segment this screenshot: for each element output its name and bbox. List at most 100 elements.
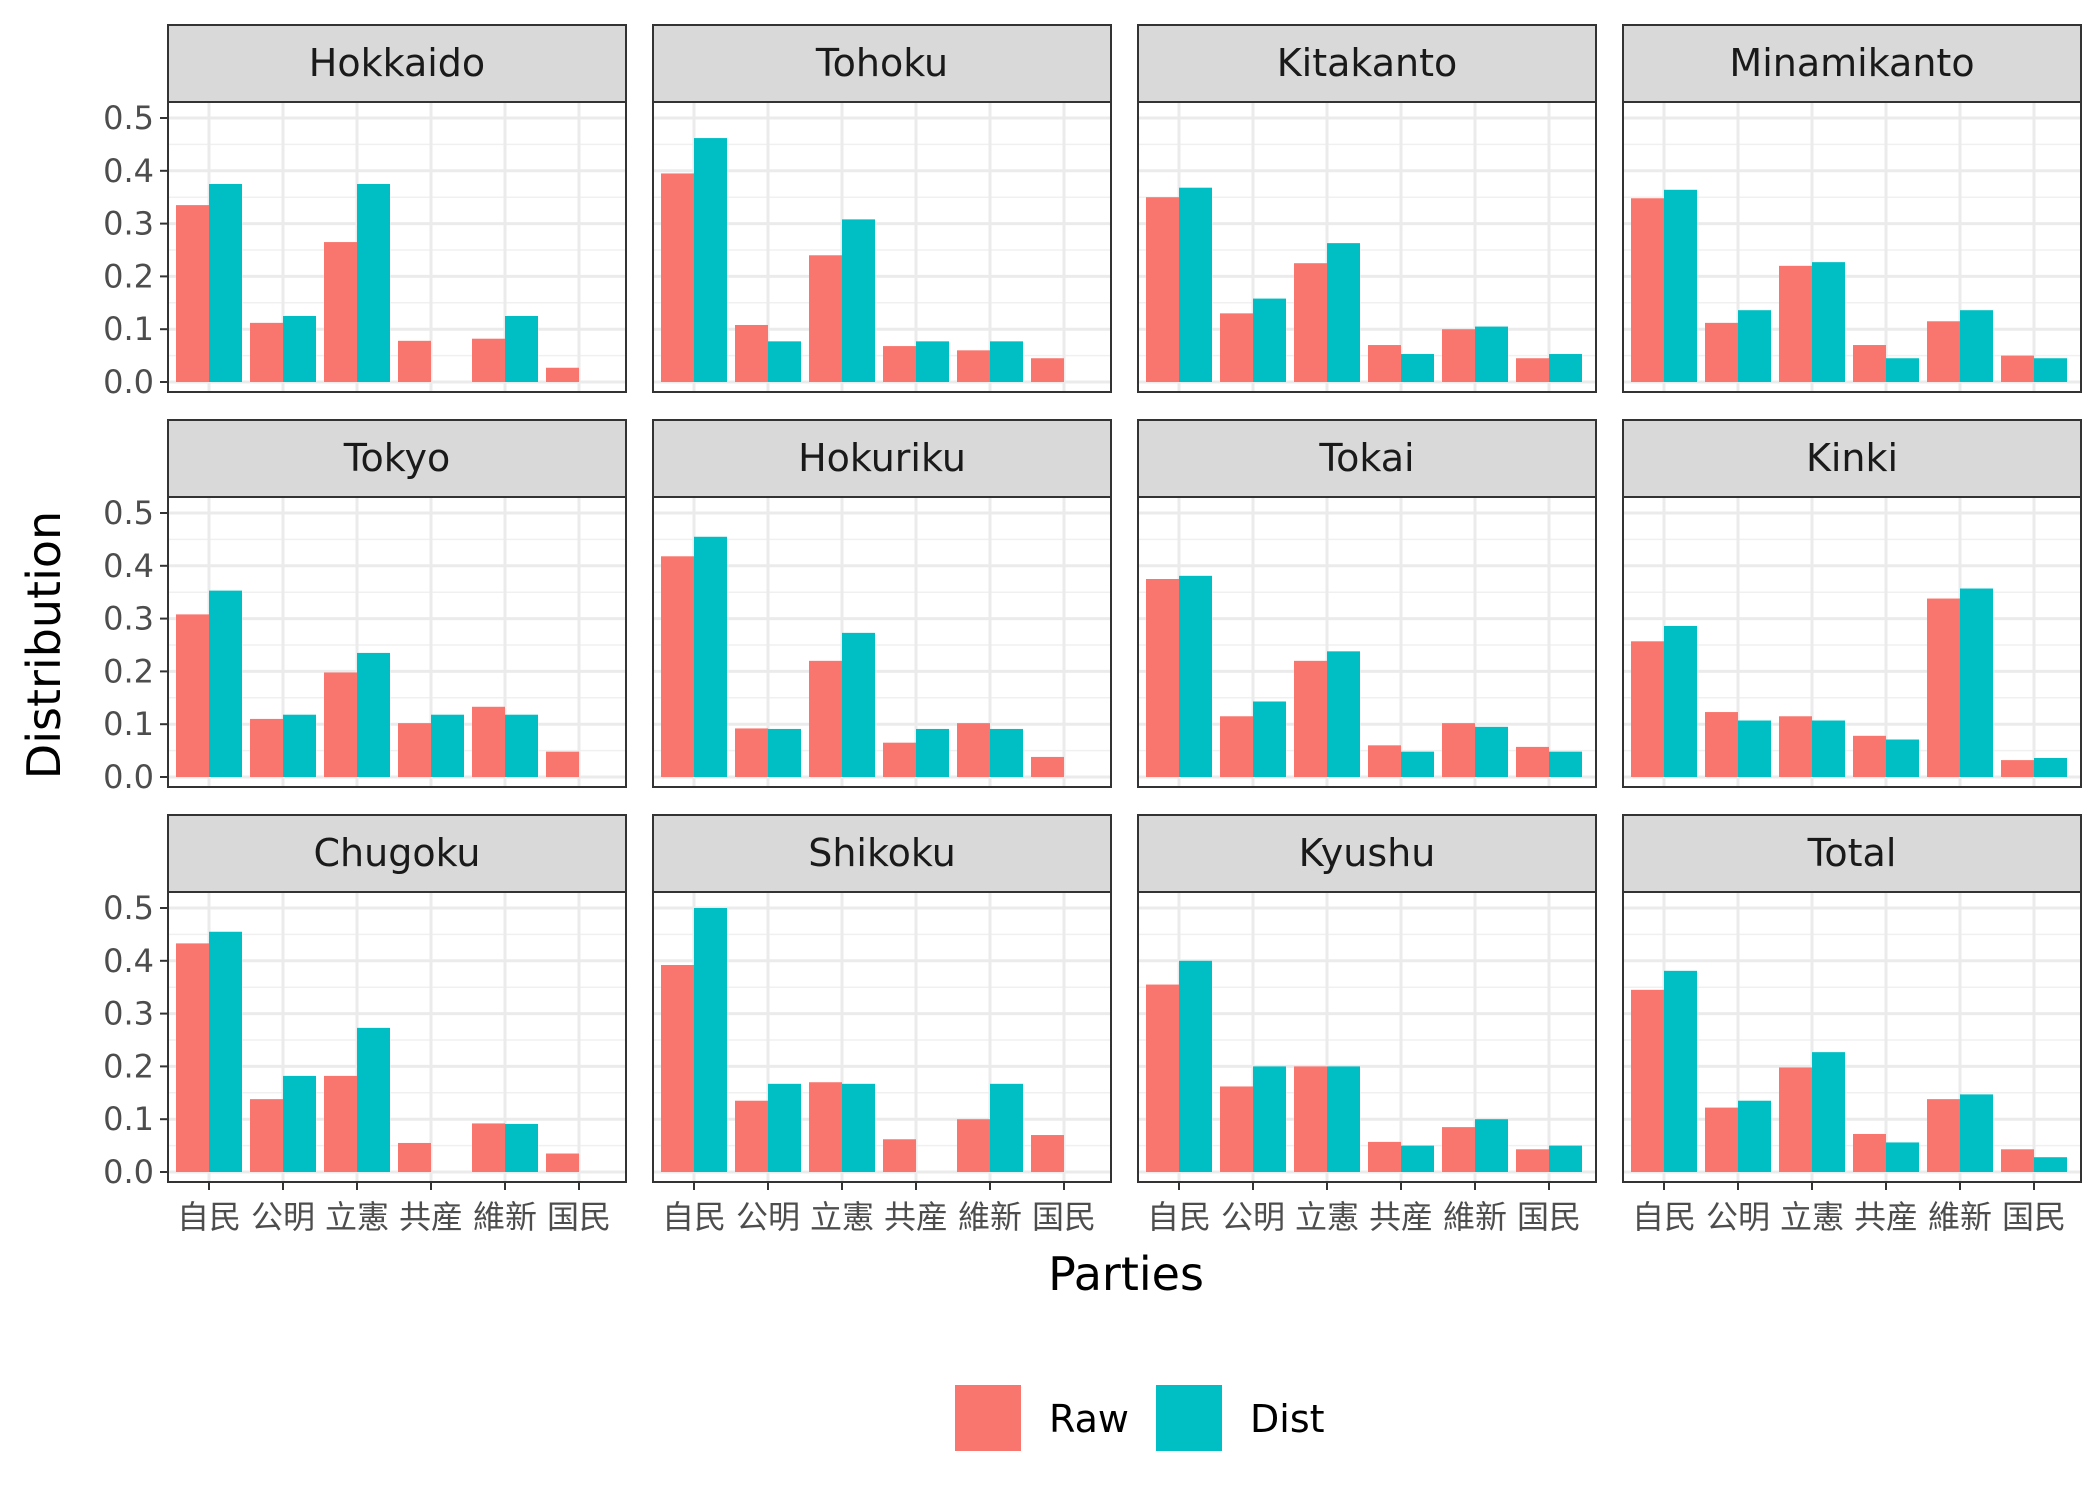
panel-border	[1622, 891, 2082, 1183]
bar-raw-維新	[1927, 598, 1960, 777]
bar-dist-立憲	[357, 184, 390, 382]
panel-strip	[1622, 419, 2082, 498]
x-tick-label: 共産	[1369, 1198, 1433, 1236]
panel-border	[652, 101, 1112, 393]
bar-dist-公明	[1253, 298, 1286, 382]
bar-dist-共産	[1401, 1145, 1434, 1172]
bar-dist-国民	[2034, 757, 2067, 777]
x-tick-label: 立憲	[1780, 1198, 1844, 1236]
bar-dist-公明	[283, 316, 316, 382]
legend-key-dist	[1156, 1385, 1222, 1451]
bar-raw-共産	[398, 340, 431, 382]
bar-dist-共産	[916, 728, 949, 777]
bar-raw-維新	[1442, 723, 1475, 777]
bar-raw-自民	[661, 556, 694, 777]
bar-dist-維新	[1475, 326, 1508, 382]
bar-raw-立憲	[1294, 263, 1327, 382]
bar-raw-立憲	[1294, 660, 1327, 777]
y-tick-label: 0.2	[103, 257, 154, 295]
panel-kinki: Kinki	[1622, 419, 2082, 788]
panel-tohoku: Tohoku	[652, 24, 1112, 393]
bar-raw-維新	[1442, 1127, 1475, 1172]
bar-raw-国民	[2001, 1149, 2034, 1172]
bar-raw-自民	[1146, 579, 1179, 777]
y-tick-label: 0.5	[103, 99, 154, 137]
bar-dist-自民	[1664, 189, 1697, 382]
x-tick-label: 共産	[1854, 1198, 1918, 1236]
plot-area	[1138, 102, 1596, 392]
bar-dist-公明	[768, 1083, 801, 1172]
panel-border	[1137, 101, 1597, 393]
plot-area	[168, 102, 626, 392]
bar-raw-公明	[1705, 712, 1738, 777]
panel-border	[1137, 496, 1597, 788]
panel-border	[1622, 496, 2082, 788]
bar-raw-立憲	[809, 660, 842, 777]
plot-area	[1623, 892, 2081, 1182]
panel-minamikanto: Minamikanto	[1622, 24, 2082, 393]
bar-dist-公明	[283, 1075, 316, 1172]
bar-raw-維新	[472, 1123, 505, 1172]
plot-area	[653, 102, 1111, 392]
y-tick-label: 0.2	[103, 652, 154, 690]
bar-raw-共産	[1853, 345, 1886, 382]
y-tick-label: 0.3	[103, 205, 154, 243]
bar-dist-公明	[1253, 1066, 1286, 1172]
bar-raw-自民	[176, 943, 209, 1172]
y-tick-label: 0.3	[103, 995, 154, 1033]
bar-raw-国民	[546, 367, 579, 382]
bar-raw-立憲	[1779, 716, 1812, 777]
panel-tokai: Tokai	[1137, 419, 1597, 788]
bar-dist-国民	[1549, 751, 1582, 777]
x-tick-label: 国民	[547, 1198, 611, 1236]
bar-dist-維新	[990, 728, 1023, 777]
panel-title: Tokai	[1318, 436, 1414, 480]
bar-dist-維新	[1960, 310, 1993, 382]
panel-border	[652, 891, 1112, 1183]
legend: Raw Dist	[955, 1385, 1325, 1451]
x-tick-label: 立憲	[325, 1198, 389, 1236]
bar-dist-立憲	[842, 1083, 875, 1172]
x-tick-label: 国民	[2002, 1198, 2066, 1236]
bar-raw-公明	[735, 1100, 768, 1172]
y-tick-label: 0.0	[103, 758, 154, 796]
bar-raw-立憲	[324, 672, 357, 777]
bar-raw-共産	[1853, 735, 1886, 777]
bar-dist-維新	[1475, 1119, 1508, 1172]
bar-dist-維新	[505, 1123, 538, 1172]
bar-raw-立憲	[1779, 1067, 1812, 1172]
bar-raw-維新	[1442, 329, 1475, 382]
x-tick-label: 維新	[958, 1198, 1022, 1236]
bar-dist-立憲	[1327, 243, 1360, 382]
panel-strip	[167, 419, 627, 498]
bar-dist-自民	[1664, 625, 1697, 777]
bar-dist-立憲	[1812, 720, 1845, 777]
x-tick-label: 維新	[1928, 1198, 1992, 1236]
plot-area	[653, 892, 1111, 1182]
bar-raw-自民	[1146, 197, 1179, 382]
bar-dist-維新	[990, 341, 1023, 382]
bar-dist-共産	[1401, 354, 1434, 382]
bar-raw-国民	[2001, 760, 2034, 777]
bar-raw-国民	[1031, 756, 1064, 777]
x-tick-label: 自民	[1632, 1198, 1696, 1236]
bar-dist-自民	[694, 536, 727, 777]
bar-raw-国民	[1516, 1149, 1549, 1172]
y-tick-label: 0.5	[103, 494, 154, 532]
panel-strip	[1622, 24, 2082, 103]
bar-raw-維新	[957, 723, 990, 777]
panel-border	[167, 891, 627, 1183]
bar-dist-公明	[1253, 701, 1286, 777]
panel-title: Kinki	[1806, 436, 1898, 480]
bar-raw-共産	[883, 742, 916, 777]
bar-raw-維新	[957, 1119, 990, 1172]
bar-dist-維新	[1960, 588, 1993, 777]
y-tick-label: 0.0	[103, 363, 154, 401]
bar-dist-立憲	[842, 632, 875, 777]
panel-title: Hokkaido	[309, 41, 485, 85]
panel-title: Kitakanto	[1277, 41, 1458, 85]
bar-raw-国民	[546, 751, 579, 777]
bar-raw-共産	[398, 1142, 431, 1172]
panel-tokyo: Tokyo 0.0 0.1 0.2 0.3 0.4 0.5	[103, 419, 627, 796]
